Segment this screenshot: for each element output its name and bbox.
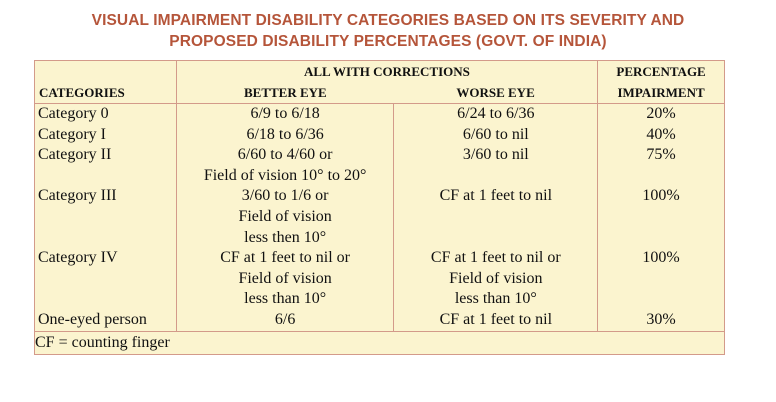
table-row: Category II 6/60 to 4/60 or Field of vis… — [34, 145, 725, 187]
row-better-eye: CF at 1 feet to nil or Field of vision l… — [176, 248, 395, 310]
row-better-eye-line: Field of vision — [238, 207, 332, 225]
row-better-eye-line: 6/18 to 6/36 — [246, 125, 324, 143]
row-percentage: 20% — [597, 103, 725, 125]
row-percentage: 100% — [597, 186, 725, 249]
row-worse-eye-line: CF at 1 feet to nil — [439, 187, 553, 205]
row-worse-eye-line: Field of vision — [449, 269, 543, 287]
title-line-2: PROPOSED DISABILITY PERCENTAGES (GOVT. O… — [169, 33, 607, 50]
row-percentage: 30% — [597, 309, 725, 332]
row-better-eye-line: Field of vision — [238, 269, 332, 287]
footnote: CF = counting finger — [34, 330, 725, 355]
row-better-eye: 6/60 to 4/60 or Field of vision 10° to 2… — [176, 145, 395, 187]
row-better-eye: 6/18 to 6/36 — [176, 124, 395, 146]
row-percentage: 100% — [597, 248, 725, 310]
document-title: VISUAL IMPAIRMENT DISABILITY CATEGORIES … — [0, 10, 776, 52]
row-better-eye-line: CF at 1 feet to nil or — [220, 249, 350, 267]
row-better-eye-line: 3/60 to 1/6 or — [241, 187, 329, 205]
table-row: Category 0 6/9 to 6/18 6/24 to 6/36 20% — [34, 103, 725, 125]
row-worse-eye: 3/60 to nil — [393, 145, 599, 187]
table-row: Category IV CF at 1 feet to nil or Field… — [34, 248, 725, 310]
row-worse-eye: 6/60 to nil — [393, 124, 599, 146]
row-worse-eye-line: 6/60 to nil — [462, 125, 529, 143]
row-worse-eye-line: less than 10° — [454, 290, 537, 308]
row-worse-eye-line: CF at 1 feet to nil or — [430, 249, 561, 267]
row-worse-eye: CF at 1 feet to nil — [393, 186, 599, 249]
visual-impairment-table: CATEGORIES ALL WITH CORRECTIONS PERCENTA… — [34, 60, 725, 355]
row-worse-eye: CF at 1 feet to nil or Field of vision l… — [393, 248, 599, 310]
row-better-eye-line: 6/6 — [274, 310, 296, 328]
header-categories: CATEGORIES — [34, 60, 177, 104]
table-row: Category I 6/18 to 6/36 6/60 to nil 40% — [34, 124, 725, 146]
header-percentage-line-1: PERCENTAGE — [597, 60, 725, 82]
table-row: One-eyed person 6/6 CF at 1 feet to nil … — [34, 309, 725, 332]
table-row: Category III 3/60 to 1/6 or Field of vis… — [34, 186, 725, 249]
header-percentage-line-2: IMPAIRMENT — [597, 82, 725, 104]
row-percentage: 75% — [597, 145, 725, 187]
table-footnote-row: CF = counting finger — [34, 330, 725, 355]
row-category: Category 0 — [34, 103, 177, 125]
row-better-eye-line: less than 10° — [244, 290, 327, 308]
row-better-eye: 6/9 to 6/18 — [176, 103, 395, 125]
row-worse-eye-line: 6/24 to 6/36 — [457, 105, 535, 122]
row-better-eye: 6/6 — [176, 309, 395, 332]
header-better-eye: BETTER EYE — [176, 82, 394, 104]
row-better-eye-line: less then 10° — [244, 228, 327, 246]
header-all-with-corrections: ALL WITH CORRECTIONS — [176, 60, 598, 82]
row-category: Category II — [34, 145, 177, 187]
row-worse-eye-line: CF at 1 feet to nil — [439, 310, 553, 328]
row-worse-eye: 6/24 to 6/36 — [393, 103, 599, 125]
row-worse-eye: CF at 1 feet to nil — [393, 309, 599, 332]
row-category: One-eyed person — [34, 309, 177, 332]
row-category: Category I — [34, 124, 177, 146]
title-line-1: VISUAL IMPAIRMENT DISABILITY CATEGORIES … — [91, 12, 685, 29]
row-category: Category III — [34, 186, 177, 249]
row-category: Category IV — [34, 248, 177, 310]
row-better-eye-line: Field of vision 10° to 20° — [203, 166, 367, 184]
header-worse-eye: WORSE EYE — [393, 82, 598, 104]
row-worse-eye-line: 3/60 to nil — [462, 146, 529, 164]
row-better-eye-line: 6/9 to 6/18 — [250, 105, 320, 122]
row-better-eye: 3/60 to 1/6 or Field of vision less then… — [176, 186, 395, 249]
row-better-eye-line: 6/60 to 4/60 or — [237, 146, 333, 164]
row-percentage: 40% — [597, 124, 725, 146]
